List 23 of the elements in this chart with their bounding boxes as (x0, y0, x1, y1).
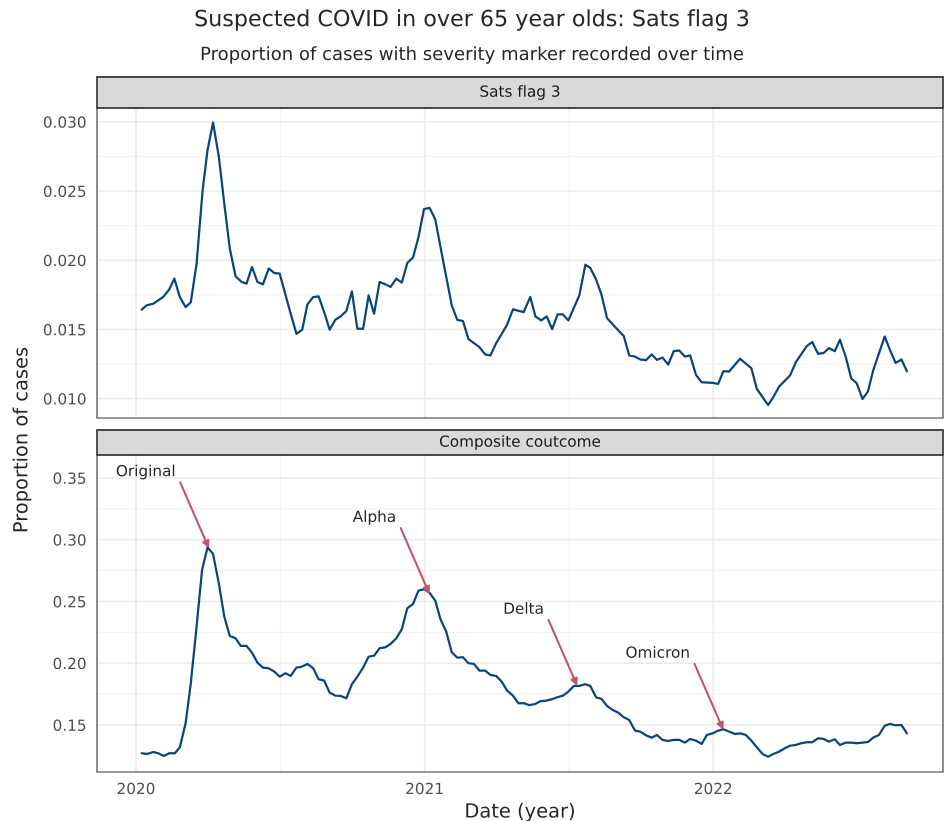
line-series (140, 121, 908, 406)
chart-title: Composite coutcome (440, 435, 600, 450)
y-tick-label: 0.25 (54, 596, 86, 608)
y-tick-label: 0.030 (44, 116, 86, 128)
annotation: Omicron (626, 646, 689, 658)
chart-subtitle: Proportion of cases with severity marker recorded over time (202, 46, 743, 64)
y-tick-label: 0.010 (44, 393, 86, 405)
y-tick-label: 0.35 (54, 472, 86, 484)
y-tick-label: 0.20 (54, 658, 86, 670)
x-tick-label: 2022 (694, 782, 732, 794)
x-tick-label: 2021 (406, 782, 443, 794)
text: Sats flag 3 (480, 85, 560, 100)
x-tick-label: 2020 (118, 782, 154, 794)
y-tick-label: 0.15 (54, 719, 86, 731)
y-tick-label: 0.025 (44, 186, 86, 198)
y-tick-label: 0.30 (54, 534, 86, 546)
annotation: Original (116, 464, 174, 480)
y-tick-label: 0.020 (44, 254, 86, 266)
annotation: Delta (504, 602, 543, 614)
chart-title: Suspected COVID in over 65 year olds: Sats flag 3 (196, 9, 748, 31)
annotation: Alpha (352, 510, 395, 526)
y-tick-label: 0.015 (44, 324, 86, 336)
y-axis-title: Proportion of cases (12, 348, 32, 532)
